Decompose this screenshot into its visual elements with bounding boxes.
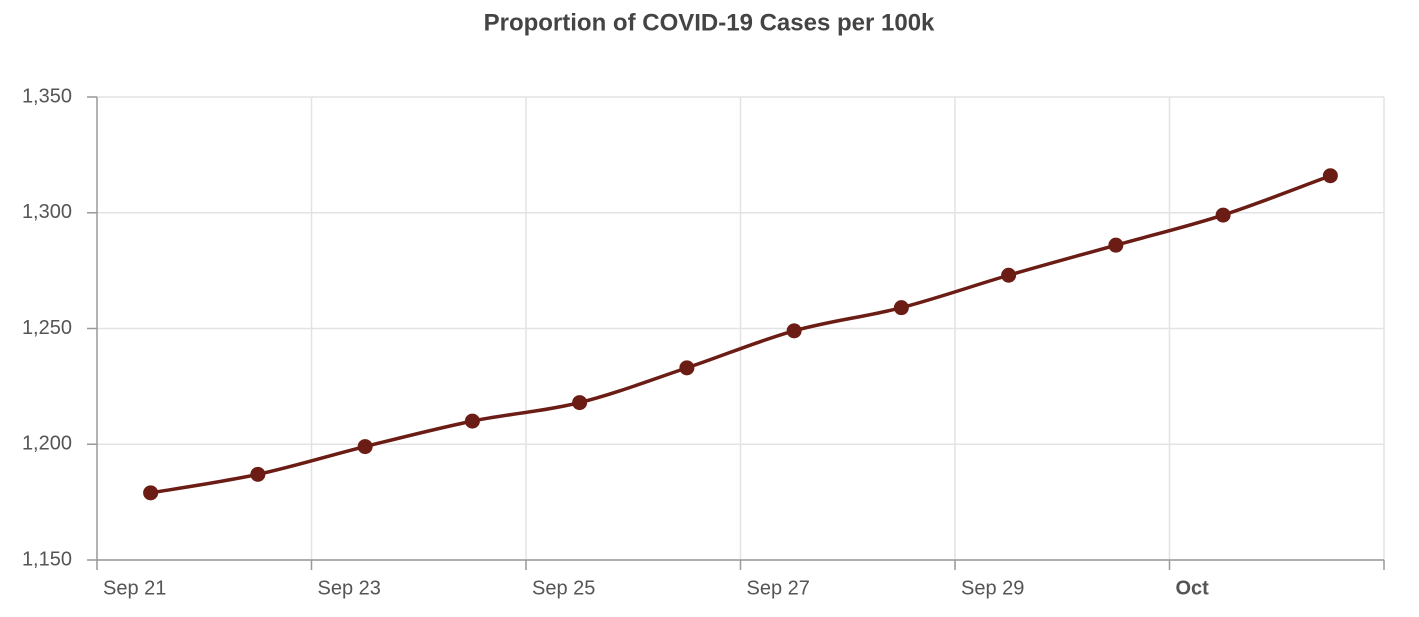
x-tick-label: Sep 21 xyxy=(103,577,166,599)
chart-title: Proportion of COVID-19 Cases per 100k xyxy=(484,9,935,36)
y-tick-label: 1,300 xyxy=(22,201,72,223)
point xyxy=(679,360,695,376)
x-tick-label: Sep 25 xyxy=(532,577,595,599)
x-tick-label: Oct xyxy=(1176,577,1210,599)
y-tick-label: 1,350 xyxy=(22,85,72,107)
point xyxy=(464,413,480,429)
point xyxy=(1108,237,1124,253)
line xyxy=(150,174,1331,495)
point xyxy=(572,395,588,411)
point xyxy=(786,323,802,339)
x-tick-label: Sep 23 xyxy=(318,577,381,599)
y-tick-label: 1,150 xyxy=(22,548,72,570)
x-tick-label: Sep 29 xyxy=(961,577,1024,599)
point xyxy=(1322,168,1338,184)
y-tick-label: 1,250 xyxy=(22,317,72,339)
y-tick-label: 1,200 xyxy=(22,433,72,455)
point xyxy=(143,485,159,501)
point xyxy=(1215,207,1231,223)
point xyxy=(250,466,266,482)
point xyxy=(1001,267,1017,283)
point xyxy=(357,439,373,455)
point xyxy=(893,300,909,316)
x-tick-label: Sep 27 xyxy=(747,577,810,599)
